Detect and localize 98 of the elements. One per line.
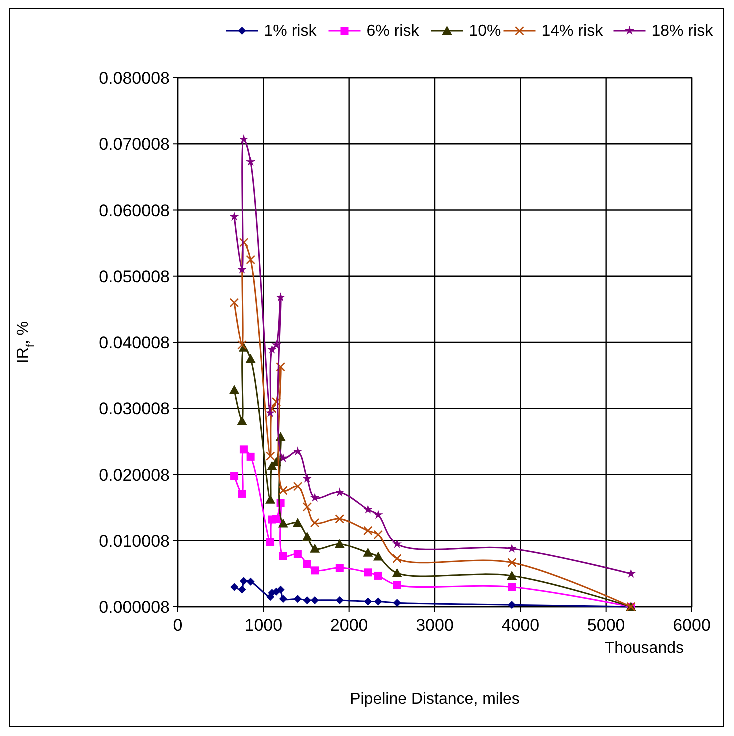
x-tick-label: 1000 — [244, 616, 283, 635]
point — [239, 238, 249, 248]
point — [272, 397, 282, 407]
x-tick-label: 4000 — [502, 616, 540, 635]
point — [310, 518, 320, 528]
point — [392, 554, 402, 564]
point — [363, 504, 373, 514]
point — [392, 568, 402, 578]
point — [276, 292, 286, 302]
point — [240, 577, 248, 586]
point — [292, 518, 303, 528]
point — [303, 596, 312, 604]
point — [266, 452, 276, 461]
point — [364, 526, 373, 536]
x-axis-title: Pipeline Distance, miles — [350, 691, 520, 708]
legend-label: 14% risk — [542, 23, 604, 40]
point — [311, 596, 320, 604]
point — [508, 583, 516, 592]
point — [230, 472, 239, 480]
point — [278, 518, 288, 528]
point — [393, 599, 402, 608]
x-tick-label: 2000 — [330, 616, 368, 635]
point — [278, 453, 288, 462]
point — [335, 488, 345, 497]
point — [392, 539, 402, 548]
point — [266, 538, 275, 546]
point — [393, 581, 402, 590]
legend-label: 18% risk — [652, 23, 714, 40]
point — [279, 552, 288, 560]
point — [266, 408, 276, 418]
point — [230, 583, 239, 592]
point — [507, 558, 517, 568]
point — [279, 595, 288, 604]
point — [335, 514, 345, 524]
point — [237, 416, 248, 426]
point — [239, 134, 249, 144]
point — [230, 298, 240, 308]
y-tick-label: 0.040008 — [99, 334, 170, 352]
point — [246, 452, 255, 461]
point — [293, 446, 303, 456]
y-tick-label: 0.070008 — [99, 135, 170, 154]
y-tick-label: 0.060008 — [99, 201, 170, 220]
point — [230, 212, 240, 221]
point — [238, 586, 246, 594]
point — [374, 598, 382, 606]
point — [238, 490, 246, 498]
y-tick-label: 0.000008 — [99, 598, 170, 617]
point — [272, 515, 281, 524]
point — [507, 544, 517, 553]
x-tick-label: 3000 — [416, 616, 454, 635]
point — [240, 446, 248, 454]
point — [364, 598, 372, 606]
point — [336, 596, 344, 604]
point — [267, 344, 277, 354]
point — [374, 572, 382, 580]
text: Thousands — [604, 640, 684, 657]
point — [302, 532, 312, 541]
y-tick-label: 0.010008 — [99, 532, 170, 551]
point — [266, 494, 276, 504]
point — [374, 510, 384, 520]
point — [294, 550, 302, 558]
point — [246, 578, 255, 586]
y-tick-label: 0.080008 — [99, 69, 170, 88]
point — [310, 492, 320, 502]
point — [311, 566, 320, 575]
x-tick-label: 0 — [173, 616, 183, 635]
point — [230, 385, 240, 394]
legend-label: 10% — [469, 23, 502, 40]
point — [246, 255, 256, 265]
y-tick-label: 0.030008 — [99, 400, 170, 419]
point — [303, 560, 312, 568]
point — [272, 340, 282, 350]
point — [336, 564, 344, 572]
y-tick-label: 0.050008 — [99, 267, 170, 286]
point — [276, 362, 286, 372]
point — [293, 482, 303, 492]
legend-label: 6% risk — [366, 23, 420, 40]
point — [237, 264, 248, 274]
x-tick-label: 5000 — [587, 616, 626, 635]
x-tick-label: 6000 — [673, 616, 711, 635]
point — [374, 530, 384, 540]
y-tick-label: 0.020008 — [99, 466, 170, 485]
point — [294, 595, 302, 604]
point — [334, 539, 345, 548]
point — [246, 157, 256, 166]
point — [246, 354, 256, 364]
point — [310, 544, 320, 553]
legend-label: 1% risk — [264, 23, 318, 40]
point — [278, 486, 288, 496]
point — [363, 548, 374, 557]
point — [302, 474, 312, 483]
point — [364, 568, 372, 577]
point — [508, 601, 516, 610]
point — [507, 570, 518, 580]
point — [302, 502, 312, 512]
point — [276, 586, 285, 594]
point — [373, 552, 384, 561]
point — [268, 404, 277, 414]
